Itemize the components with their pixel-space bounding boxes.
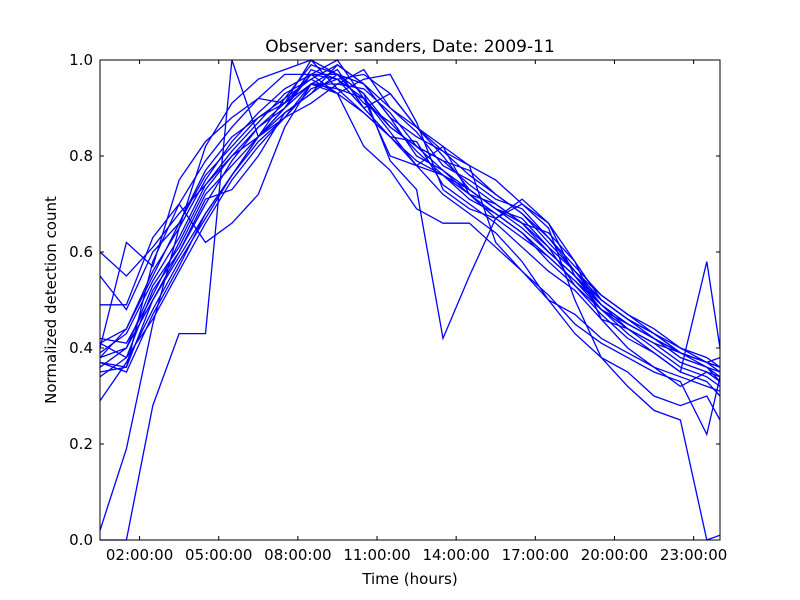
series-line-14	[99, 68, 721, 373]
x-tick-label: 20:00:00	[581, 546, 648, 564]
plot-frame	[99, 59, 721, 541]
series-line-16	[99, 73, 721, 368]
y-axis-label: Normalized detection count	[42, 196, 60, 404]
y-axis: 0.0 0.2 0.4 0.6 0.8 1.0	[69, 51, 720, 549]
y-tick-label: 0.4	[69, 339, 93, 357]
y-tick-label: 0.8	[69, 147, 93, 165]
x-tick-label: 14:00:00	[422, 546, 489, 564]
y-tick-label: 0.0	[69, 531, 93, 549]
y-tick-label: 0.2	[69, 435, 93, 453]
series-line-17	[99, 73, 721, 378]
x-axis-label: Time (hours)	[361, 570, 457, 588]
x-tick-label: 11:00:00	[343, 546, 410, 564]
series-line-9	[99, 83, 721, 402]
series-line-6	[100, 73, 721, 374]
x-axis: 02:00:00 05:00:00 08:00:00 11:00:00 14:00:00…	[106, 60, 727, 564]
x-tick-label: 23:00:00	[660, 546, 727, 564]
series-line-7	[99, 59, 721, 421]
y-tick-label: 0.6	[69, 243, 93, 261]
y-tick-label: 1.0	[69, 51, 93, 69]
x-tick-label: 17:00:00	[502, 546, 569, 564]
x-tick-label: 08:00:00	[264, 546, 331, 564]
x-tick-label: 02:00:00	[106, 546, 173, 564]
x-tick-label: 05:00:00	[185, 546, 252, 564]
series-line-8	[99, 73, 721, 437]
series-line-18	[99, 73, 721, 383]
chart-title: Observer: sanders, Date: 2009-11	[265, 37, 555, 57]
series-layer	[99, 59, 721, 541]
